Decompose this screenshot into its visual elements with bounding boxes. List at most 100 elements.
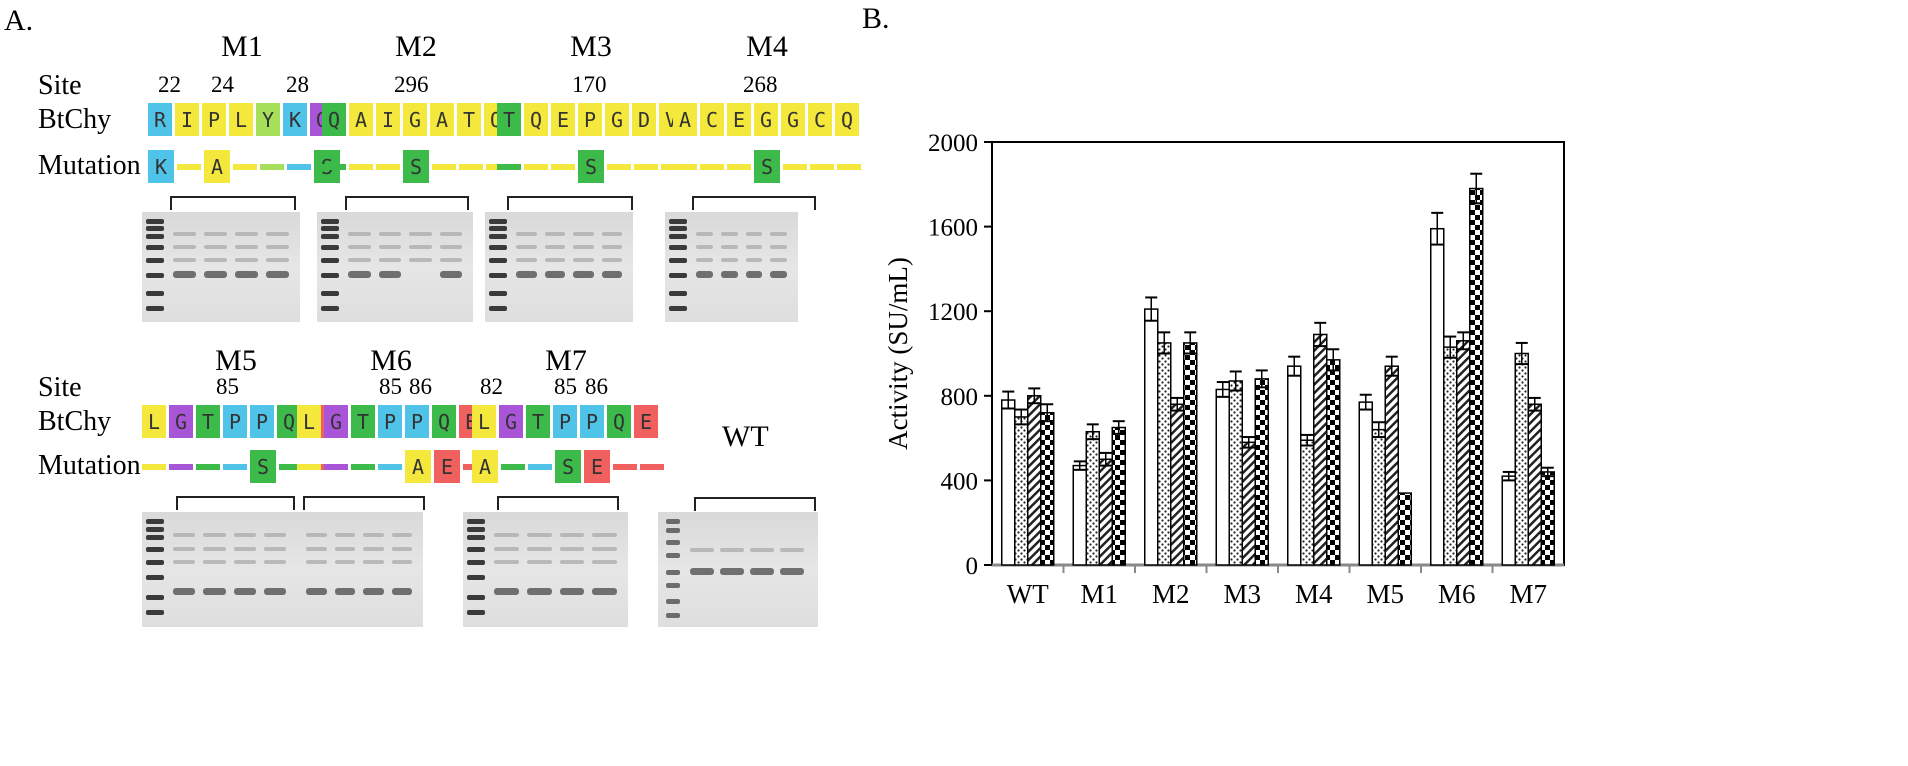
protein-band — [235, 271, 258, 278]
faint-band — [204, 232, 227, 236]
m5-residue-1: L — [142, 405, 166, 438]
faint-band — [263, 547, 286, 551]
m2-title: M2 — [395, 30, 437, 63]
m4-unchanged-2 — [700, 163, 724, 170]
ladder-band — [321, 258, 339, 263]
m4-unchanged-6 — [810, 163, 834, 170]
m5-gel-image — [142, 512, 297, 627]
ladder-band — [666, 583, 680, 588]
m1-residue-3: P — [202, 103, 226, 136]
faint-band — [235, 232, 258, 236]
ladder-band — [489, 273, 507, 278]
bar-m4-hatched — [1313, 333, 1328, 566]
ladder-band — [146, 547, 164, 552]
faint-band — [439, 245, 462, 249]
faint-band — [544, 258, 565, 262]
m3-residue-6: D — [632, 103, 656, 136]
btchy-row-label: BtChy — [38, 104, 112, 135]
protein-band — [745, 271, 763, 278]
bar-m3-open — [1215, 388, 1230, 566]
m3-gel-image — [485, 212, 633, 322]
protein-band — [173, 271, 196, 278]
ladder-band — [666, 613, 680, 618]
m7-site-85: 85 — [554, 374, 577, 399]
m3-unchanged-2 — [524, 163, 548, 170]
faint-band — [439, 232, 462, 236]
bar-wt-hatched — [1027, 395, 1042, 566]
m2-unchanged-6 — [459, 163, 483, 170]
protein-band — [690, 568, 714, 575]
m3-residue-4: P — [578, 103, 602, 136]
y-tick-label: 1200 — [928, 299, 978, 326]
faint-band — [204, 245, 227, 249]
bar-m7-hatched — [1527, 403, 1542, 566]
m6-unchanged-3 — [351, 463, 375, 470]
m4-unchanged-5 — [783, 163, 807, 170]
m5-unchanged-4 — [223, 463, 247, 470]
faint-band — [334, 560, 355, 564]
m7-unchanged-2 — [501, 463, 525, 470]
m3-residue-2: Q — [524, 103, 548, 136]
bar-m2-open — [1144, 308, 1159, 566]
m4-unchanged-7 — [837, 163, 861, 170]
faint-band — [544, 232, 565, 236]
faint-band — [203, 560, 226, 564]
protein-band — [173, 588, 196, 595]
m7-title: M7 — [545, 344, 587, 377]
m2-lane-bracket — [345, 196, 469, 210]
x-tick-label-m3: M3 — [1223, 579, 1261, 609]
bar-m3-checked — [1254, 378, 1269, 566]
faint-band — [601, 232, 622, 236]
m6-lane-bracket — [303, 496, 425, 510]
ladder-band — [321, 245, 339, 250]
faint-band — [696, 232, 713, 236]
m7-residue-3: T — [526, 405, 550, 438]
protein-band — [348, 271, 371, 278]
m2-unchanged-3 — [376, 163, 400, 170]
ladder-band — [467, 527, 485, 532]
m4-title: M4 — [746, 30, 788, 63]
m1-site-28: 28 — [286, 72, 309, 97]
m2-unchanged-5 — [432, 163, 456, 170]
protein-band — [204, 271, 227, 278]
ladder-band — [669, 291, 687, 296]
faint-band — [233, 547, 256, 551]
bar-m5-checked — [1397, 492, 1412, 566]
protein-band — [516, 271, 537, 278]
btchy-row-label-2: BtChy — [38, 406, 112, 437]
m7-site-86: 86 — [585, 374, 608, 399]
m3-unchanged-6 — [634, 163, 658, 170]
bar-wt-dotted — [1014, 416, 1029, 566]
bar-m5-open — [1358, 401, 1373, 566]
ladder-band — [669, 234, 687, 239]
protein-band — [770, 271, 787, 278]
faint-band — [266, 232, 289, 236]
faint-band — [573, 258, 594, 262]
m2-mutated-residue-4: S — [403, 150, 429, 183]
protein-band — [544, 271, 565, 278]
faint-band — [173, 533, 196, 537]
faint-band — [559, 533, 585, 537]
m5-residue-3: T — [196, 405, 220, 438]
bar-m7-dotted — [1514, 352, 1529, 566]
m1-unchanged-4 — [233, 163, 257, 170]
faint-band — [559, 560, 585, 564]
m4-mutation-row: S — [673, 150, 864, 183]
bar-m4-open — [1287, 365, 1302, 566]
faint-band — [391, 547, 412, 551]
m6-site-86: 86 — [409, 374, 432, 399]
m7-unchanged-3 — [528, 463, 552, 470]
faint-band — [378, 258, 401, 262]
faint-band — [696, 258, 713, 262]
m5-mutation-row: S — [142, 450, 333, 483]
x-tick-label-m6: M6 — [1438, 579, 1476, 609]
ladder-band — [146, 527, 164, 532]
m3-mutated-residue-4: S — [578, 150, 604, 183]
ladder-band — [146, 610, 164, 615]
m4-unchanged-1 — [673, 163, 697, 170]
bar-m2-dotted — [1157, 342, 1172, 566]
faint-band — [173, 245, 196, 249]
